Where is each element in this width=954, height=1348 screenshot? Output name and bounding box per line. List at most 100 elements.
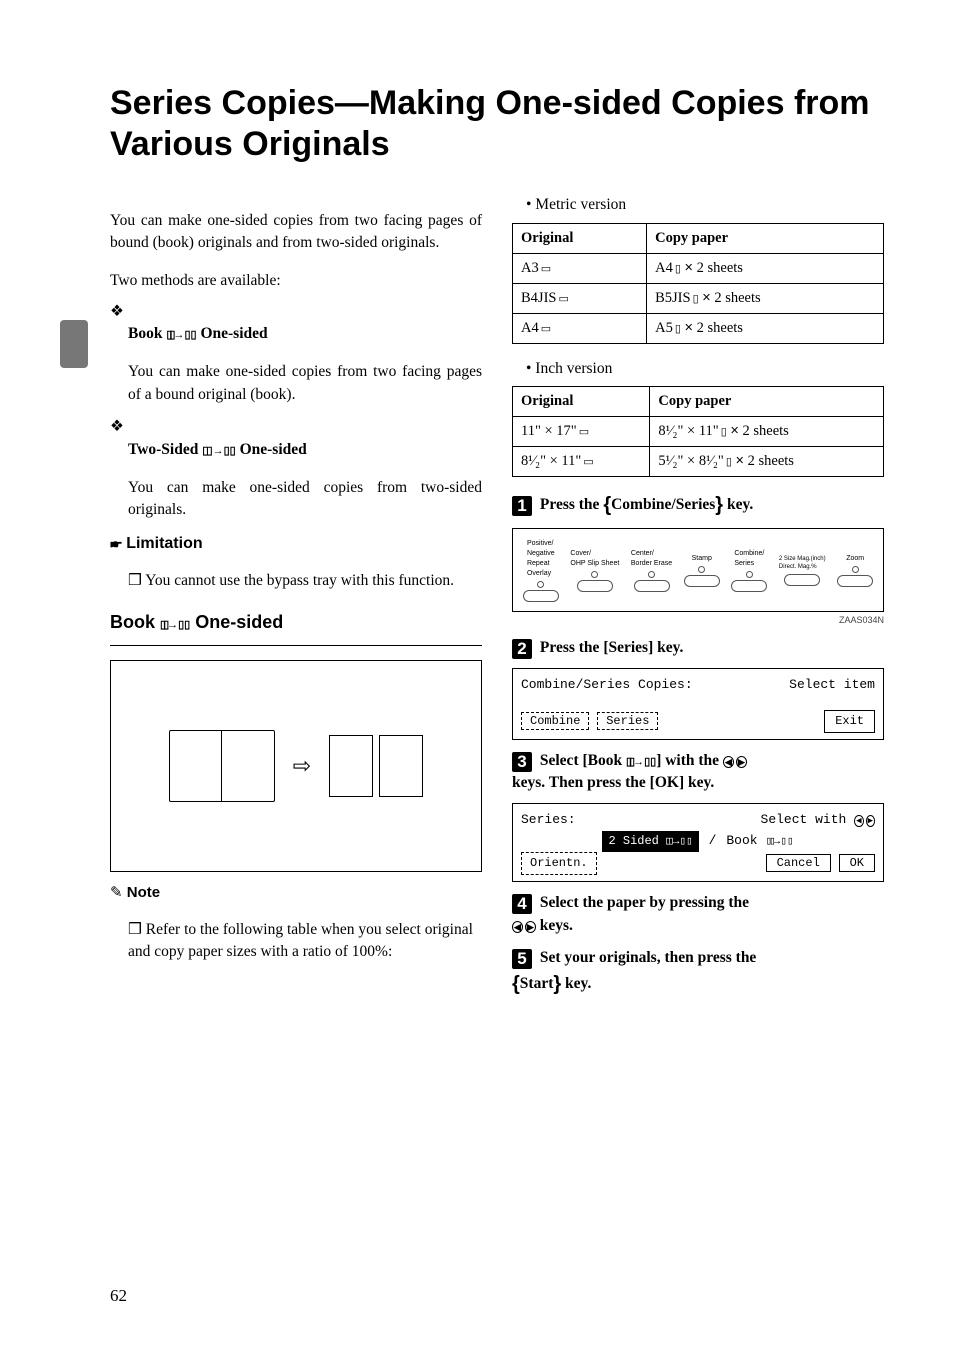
table-cell: B5JIS × 2 sheets (647, 283, 884, 313)
table-cell: 5¹⁄₂" × 8¹⁄₂" × 2 sheets (650, 447, 884, 477)
book-icon-step3 (626, 752, 656, 769)
step-4: 4 Select the paper by pressing the keys. (512, 892, 884, 937)
metric-table: Original Copy paper A3 A4 × 2 sheets B4J… (512, 223, 884, 344)
page-number: 62 (110, 1286, 127, 1306)
note-label-text: Note (127, 884, 160, 901)
table-row: 11" × 17" 8¹⁄₂" × 11" × 2 sheets (513, 417, 884, 447)
twosided-icon-lcd (666, 834, 692, 848)
inch-th-copy: Copy paper (650, 387, 884, 417)
lcd-ok-button[interactable]: OK (839, 854, 875, 872)
note-text: ❒ Refer to the following table when you … (128, 919, 482, 964)
portrait-icon (691, 290, 699, 306)
lcd2-title: Series: (521, 810, 576, 831)
step-2: 2 Press the [Series] key. (512, 637, 884, 659)
intro-paragraph-1: You can make one-sided copies from two f… (110, 210, 482, 255)
table-cell: 11" × 17" (513, 417, 650, 447)
note-body: Refer to the following table when you se… (128, 921, 473, 960)
method-1: ❖ Book One-sided (110, 301, 482, 346)
control-panel-illustration: Positive/ Negative Repeat Overlay Cover/… (512, 528, 884, 612)
lcd-2sided-option[interactable]: 2 Sided (602, 831, 698, 853)
lcd-screen-1: Combine/Series Copies: Select item Combi… (512, 668, 884, 740)
sheet-2-icon (379, 735, 423, 797)
left-right-keys-icon (723, 752, 747, 769)
landscape-icon (581, 453, 593, 469)
method-1-desc: You can make one-sided copies from two f… (128, 361, 482, 406)
method-2-title: Two-Sided One-sided (128, 441, 307, 458)
limitation-body: You cannot use the bypass tray with this… (145, 572, 454, 589)
step-4-text: Select the paper by pressing the keys. (512, 894, 749, 933)
lcd-screen-2: Series: Select with 2 Sided / Book Orien… (512, 803, 884, 883)
metric-bullet: • Metric version (526, 194, 884, 216)
portrait-icon (724, 453, 732, 469)
limitation-label: Limitation (126, 535, 202, 552)
book-to-onesided-icon (166, 325, 196, 342)
lcd-series-button[interactable]: Series (597, 712, 658, 730)
step-5: 5 Set your originals, then press the {St… (512, 947, 884, 998)
landscape-icon (556, 290, 568, 306)
arrow-right-icon: ⇨ (293, 750, 311, 782)
lcd-separator: / (709, 831, 717, 852)
lcd-combine-button[interactable]: Combine (521, 712, 589, 730)
lcd1-right: Select item (789, 675, 875, 696)
limitation-heading: 🖝 Limitation (110, 532, 482, 555)
landscape-icon (577, 423, 589, 439)
step-3-text: Select [Book ] with the keys. Then press… (512, 752, 747, 791)
step-5-text: Set your originals, then press the {Star… (512, 949, 756, 991)
table-cell: A4 × 2 sheets (647, 253, 884, 283)
output-pages (329, 735, 423, 797)
table-cell: 8¹⁄₂" × 11" × 2 sheets (650, 417, 884, 447)
intro-paragraph-2: Two methods are available: (110, 270, 482, 292)
book-icon-subhead (160, 612, 190, 632)
table-cell: A5 × 2 sheets (647, 313, 884, 343)
book-illustration: ⇨ (110, 660, 482, 872)
table-row: B4JIS B5JIS × 2 sheets (513, 283, 884, 313)
right-column: • Metric version Original Copy paper A3 … (512, 194, 884, 1004)
step-number-5: 5 (512, 949, 532, 969)
lcd-book-option[interactable]: Book (726, 831, 793, 852)
method-2-desc: You can make one-sided copies from two-s… (128, 477, 482, 522)
portrait-icon (673, 320, 681, 336)
landscape-icon (539, 260, 551, 276)
rule-1 (110, 645, 482, 646)
step-number-2: 2 (512, 639, 532, 659)
panel-code: ZAAS034N (512, 614, 884, 627)
table-cell: B4JIS (513, 283, 647, 313)
step-2-text: Press the [Series] key. (540, 639, 684, 656)
table-cell: A4 (513, 313, 647, 343)
note-heading: Note (110, 882, 482, 904)
metric-th-copy: Copy paper (647, 223, 884, 253)
lcd-cancel-button[interactable]: Cancel (766, 854, 831, 872)
table-cell: 8¹⁄₂" × 11" (513, 447, 650, 477)
limitation-text: ❒ You cannot use the bypass tray with th… (128, 570, 482, 592)
metric-th-original: Original (513, 223, 647, 253)
step-number-3: 3 (512, 752, 532, 772)
subhead-book: Book One-sided (110, 609, 482, 635)
step-number-4: 4 (512, 894, 532, 914)
inch-table: Original Copy paper 11" × 17" 8¹⁄₂" × 11… (512, 386, 884, 477)
left-column: You can make one-sided copies from two f… (110, 194, 482, 1004)
open-book-icon (169, 730, 275, 802)
step-1-text: Press the {Combine/Series} key. (540, 496, 753, 513)
sheet-1-icon (329, 735, 373, 797)
lcd1-title: Combine/Series Copies: (521, 675, 693, 696)
book-icon-lcd (765, 833, 793, 848)
step-1: 1 Press the {Combine/Series} key. (512, 491, 884, 520)
chapter-tab (60, 320, 88, 368)
inch-bullet: • Inch version (526, 358, 884, 380)
table-row: A4 A5 × 2 sheets (513, 313, 884, 343)
inch-th-original: Original (513, 387, 650, 417)
lcd-orientn-button[interactable]: Orientn. (521, 852, 597, 875)
table-cell: A3 (513, 253, 647, 283)
method-2: ❖ Two-Sided One-sided (110, 416, 482, 461)
page-title: Series Copies—Making One-sided Copies fr… (110, 83, 884, 165)
portrait-icon (719, 423, 727, 439)
step-3: 3 Select [Book ] with the keys. Then pre… (512, 750, 884, 795)
two-column-layout: You can make one-sided copies from two f… (110, 194, 884, 1004)
step-number-1: 1 (512, 496, 532, 516)
arrow-keys-icon-s4 (512, 917, 536, 934)
page-content: Series Copies—Making One-sided Copies fr… (0, 0, 954, 1045)
lcd-exit-button[interactable]: Exit (824, 710, 875, 733)
table-row: A3 A4 × 2 sheets (513, 253, 884, 283)
portrait-icon (673, 260, 681, 276)
method-1-title: Book One-sided (128, 325, 268, 342)
